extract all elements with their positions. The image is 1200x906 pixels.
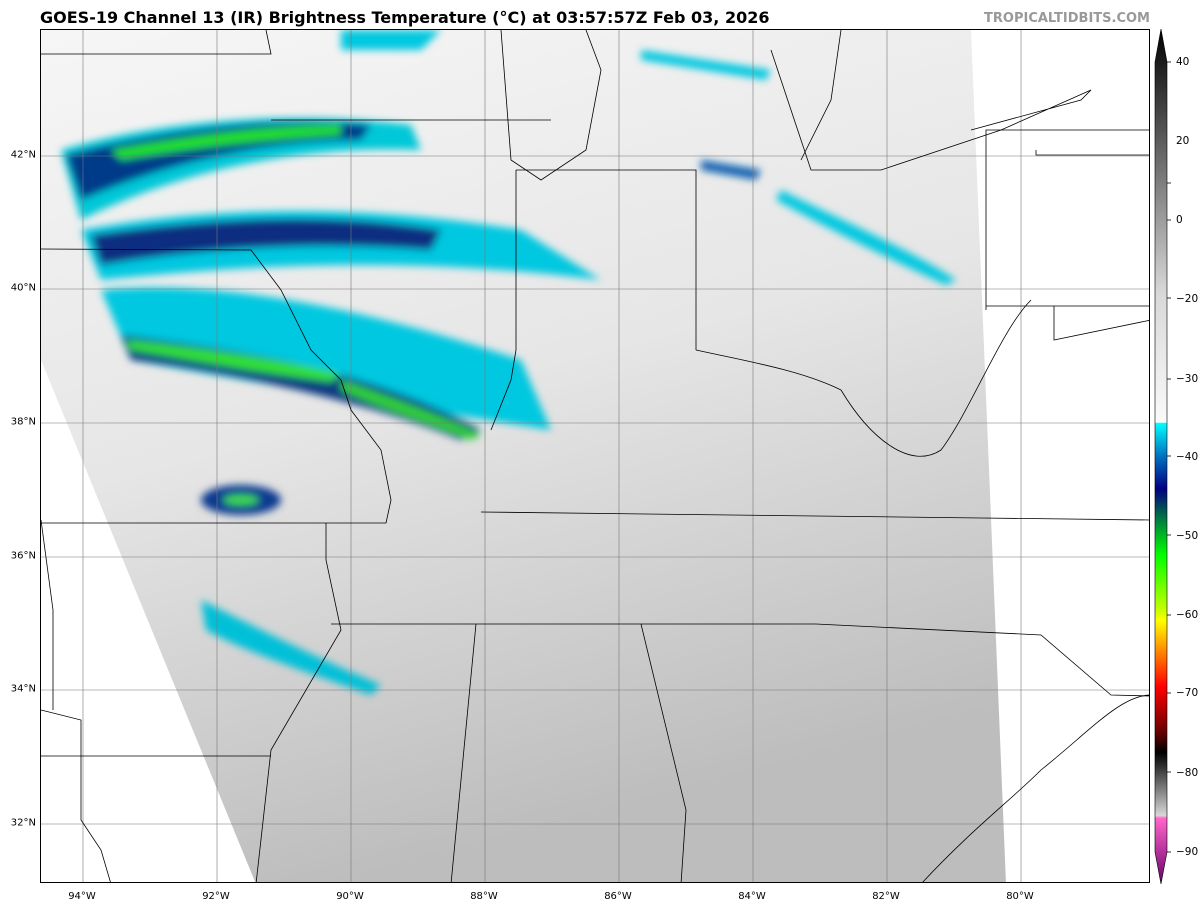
colorbar-label: 20: [1176, 135, 1190, 147]
lat-label: 36°N: [10, 550, 36, 562]
colorbar-label: −30: [1176, 373, 1199, 385]
lon-label: 84°W: [738, 891, 766, 902]
lon-label: 82°W: [872, 891, 900, 902]
lat-label: 38°N: [10, 416, 36, 428]
state-borders: [41, 30, 1149, 882]
cloud-bands: [61, 30, 956, 695]
colorbar-label: −90: [1176, 846, 1199, 858]
colorbar-label: −20: [1176, 293, 1199, 305]
lon-label: 94°W: [68, 891, 96, 902]
graticule: [41, 30, 1149, 882]
colorbar-label: −50: [1176, 530, 1199, 542]
lon-label: 86°W: [604, 891, 632, 902]
lon-label: 90°W: [336, 891, 364, 902]
colorbar: [1154, 28, 1171, 885]
lat-label: 34°N: [10, 683, 36, 695]
colorbar-label: −80: [1176, 767, 1199, 779]
lon-label: 92°W: [202, 891, 230, 902]
colorbar-label: 0: [1176, 214, 1183, 226]
lat-label: 40°N: [10, 282, 36, 294]
map-title: GOES-19 Channel 13 (IR) Brightness Tempe…: [40, 8, 770, 27]
lon-label: 80°W: [1006, 891, 1034, 902]
lat-label: 42°N: [10, 149, 36, 161]
lat-label: 32°N: [10, 817, 36, 829]
colorbar-label: −70: [1176, 687, 1199, 699]
colorbar-label: −40: [1176, 451, 1199, 463]
colorbar-label: 40: [1176, 56, 1190, 68]
colorbar-label: −60: [1176, 609, 1199, 621]
brand-watermark: TROPICALTIDBITS.COM: [984, 11, 1150, 26]
colorbar-ticks: [1167, 61, 1171, 853]
satellite-map: [40, 29, 1150, 883]
lon-label: 88°W: [470, 891, 498, 902]
map-svg: [41, 30, 1149, 882]
colorbar-bar: [1154, 28, 1168, 885]
